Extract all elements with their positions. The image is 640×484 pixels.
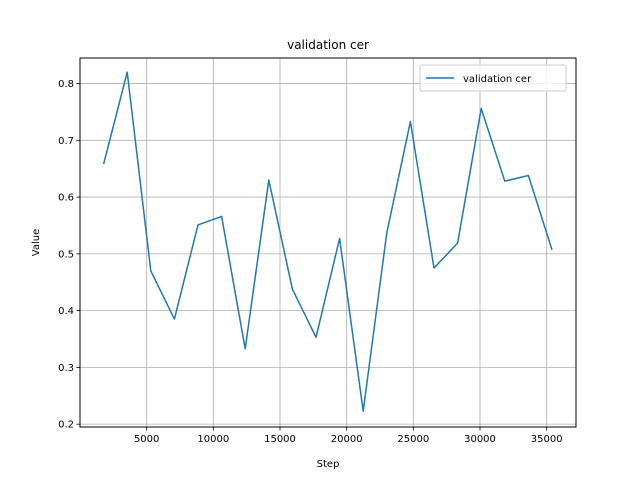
x-axis-ticks: 5000 10000 15000 20000 25000 30000 35000 [134, 427, 563, 445]
y-tick-label: 0.2 [58, 420, 74, 431]
x-axis-label: Step [317, 459, 340, 470]
y-tick-label: 0.3 [58, 363, 74, 374]
y-tick-label: 0.8 [58, 79, 74, 90]
chart-title: validation cer [287, 38, 369, 52]
x-tick-label: 10000 [197, 434, 229, 445]
y-tick-label: 0.5 [58, 249, 74, 260]
x-tick-label: 20000 [331, 434, 363, 445]
y-tick-label: 0.7 [58, 136, 74, 147]
series-line [102, 71, 553, 412]
legend-label: validation cer [463, 74, 532, 85]
x-tick-label: 30000 [464, 434, 496, 445]
series-layer [102, 71, 553, 412]
grid [80, 58, 576, 427]
y-tick-label: 0.6 [58, 193, 74, 204]
x-tick-label: 35000 [531, 434, 563, 445]
y-axis-ticks: 0.2 0.3 0.4 0.5 0.6 0.7 0.8 [58, 79, 80, 431]
x-tick-label: 5000 [134, 434, 159, 445]
legend: validation cer [419, 64, 567, 92]
x-tick-label: 15000 [264, 434, 296, 445]
y-tick-label: 0.4 [58, 306, 74, 317]
x-tick-label: 25000 [397, 434, 429, 445]
legend-box [419, 64, 567, 92]
y-axis-label: Value [31, 229, 42, 256]
plot-frame [79, 57, 577, 428]
